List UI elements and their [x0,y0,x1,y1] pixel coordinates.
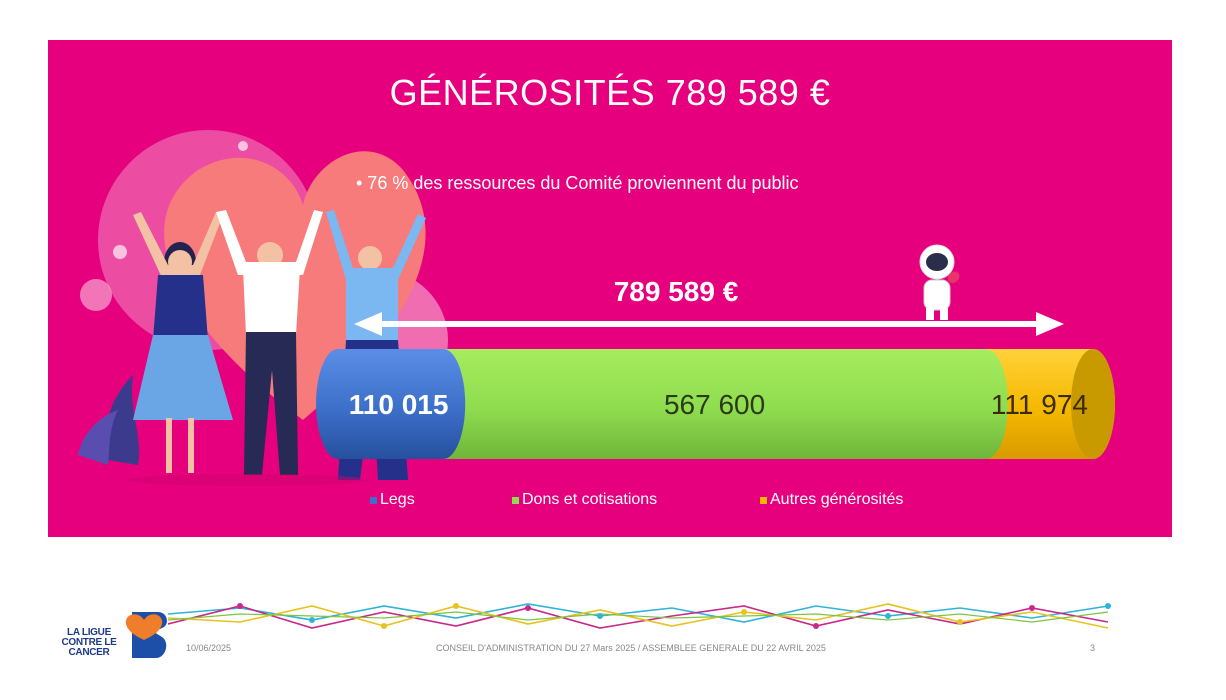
total-arrow [354,312,1064,336]
slide-title: GÉNÉROSITÉS 789 589 € [389,72,831,113]
astronaut-icon [919,244,960,320]
data-label-legs: 110 015 [349,389,449,420]
legend-item-dons: Dons et cotisations [512,491,657,509]
logo-text: LA LIGUE CONTRE LE CANCER [61,627,117,658]
bg-bubble [238,141,248,151]
data-label-dons: 567 600 [664,389,765,420]
legend-label: Autres générosités [770,491,904,508]
legend-swatch [370,496,377,504]
stacked-cylinder-chart: 110 015 567 600 111 974 [316,244,1115,459]
legend-item-autres: Autres générosités [760,491,903,509]
bar-end-cap [1071,349,1115,459]
legend-label: Dons et cotisations [522,491,658,508]
data-label-autres: 111 974 [991,389,1088,420]
footer-wave-decoration [168,603,1111,629]
leaf-shape [105,375,140,465]
legend-item-legs: Legs [370,491,415,509]
bar-legs [316,349,466,459]
bullet-text: • 76 % des ressources du Comité provienn… [356,173,799,193]
legend-label: Legs [380,491,415,508]
ligue-logo [125,612,167,658]
legend-swatch [512,496,519,504]
bar-dons [421,349,1008,459]
total-label: 789 589 € [613,276,739,307]
page-number: 3 [1090,643,1096,653]
footer-date: 10/06/2025 [186,643,232,653]
bg-bubble [113,245,127,259]
leaf-shape [78,410,118,465]
footer-caption: CONSEIL D'ADMINISTRATION DU 27 Mars 2025… [436,643,826,653]
legend-swatch [760,496,767,504]
slide-panel: GÉNÉROSITÉS 789 589 € • 76 % des ressour… [48,40,1172,537]
bg-bubble [80,279,112,311]
